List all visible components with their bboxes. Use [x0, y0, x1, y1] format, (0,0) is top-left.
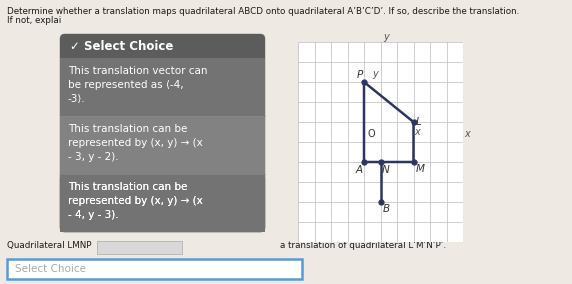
- Text: N: N: [382, 165, 390, 175]
- Text: ✓ Select Choice: ✓ Select Choice: [70, 39, 173, 53]
- Text: This translation can be
represented by (x, y) → (x
- 4, y - 3).: This translation can be represented by (…: [68, 182, 202, 220]
- Text: L: L: [416, 117, 422, 127]
- Text: x: x: [464, 129, 470, 139]
- Text: x: x: [414, 127, 420, 137]
- Bar: [60, 116, 265, 174]
- Text: B: B: [383, 204, 390, 214]
- Text: Select Choice: Select Choice: [15, 264, 86, 274]
- Bar: [60, 46, 265, 58]
- FancyBboxPatch shape: [60, 174, 265, 232]
- Text: This translation can be
represented by (x, y) → (x
- 4, y - 3).: This translation can be represented by (…: [68, 182, 202, 220]
- FancyBboxPatch shape: [7, 259, 302, 279]
- Text: y: y: [383, 32, 389, 42]
- Text: P: P: [357, 70, 363, 80]
- Bar: [60, 174, 265, 203]
- Bar: [60, 58, 265, 116]
- Text: y: y: [372, 69, 378, 79]
- Text: This translation vector can
be represented as ⟨-4,
-3⟩.: This translation vector can be represent…: [68, 66, 208, 104]
- FancyBboxPatch shape: [60, 34, 265, 58]
- Text: This translation can be
represented by (x, y) → (x
- 3, y - 2).: This translation can be represented by (…: [68, 124, 202, 162]
- Text: Quadrilateral LMNP  is: Quadrilateral LMNP is: [7, 241, 104, 250]
- Text: If not, explai: If not, explai: [7, 16, 61, 25]
- Text: Determine whether a translation maps quadrilateral ABCD onto quadrilateral A’B’C: Determine whether a translation maps qua…: [7, 7, 519, 16]
- Text: A: A: [355, 165, 362, 175]
- Bar: [97, 241, 182, 254]
- Text: M: M: [416, 164, 425, 174]
- FancyBboxPatch shape: [60, 34, 265, 232]
- Bar: [60, 174, 265, 232]
- Text: a translation of quadrilateral L’M’N’P’.: a translation of quadrilateral L’M’N’P’.: [280, 241, 446, 250]
- Text: O: O: [368, 129, 376, 139]
